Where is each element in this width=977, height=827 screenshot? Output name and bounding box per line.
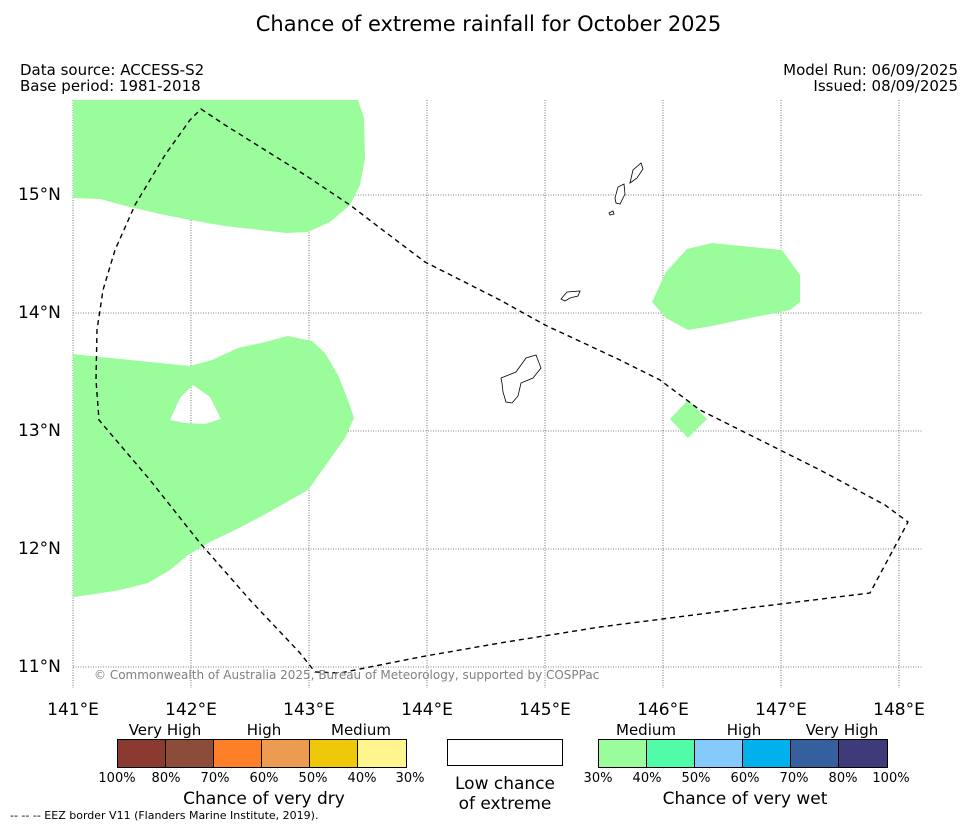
wet-medium-areas bbox=[73, 100, 800, 597]
data-source-text: Data source: ACCESS-S2 bbox=[20, 61, 205, 79]
x-tick-148e: 148°E bbox=[873, 700, 925, 720]
wet-swatch-30-40 bbox=[599, 740, 647, 767]
dry-category-medium: Medium bbox=[331, 721, 391, 739]
dry-pct-label: 30% bbox=[395, 771, 425, 786]
dry-swatch-100-80 bbox=[118, 740, 166, 767]
dry-category-very-high: Very High bbox=[128, 721, 202, 739]
x-tick-141e: 141°E bbox=[47, 700, 99, 720]
dry-swatch-60-50 bbox=[262, 740, 310, 767]
x-tick-145e: 145°E bbox=[519, 700, 571, 720]
wet-legend-title: Chance of very wet bbox=[662, 789, 828, 809]
wet-swatch-60-70 bbox=[743, 740, 791, 767]
dry-pct-label: 100% bbox=[98, 771, 136, 786]
y-tick-12n: 12°N bbox=[18, 539, 61, 559]
island-guam bbox=[500, 354, 542, 404]
wet-pct-label: 50% bbox=[681, 771, 711, 786]
wet-pct-label: 100% bbox=[872, 771, 910, 786]
model-run-text: Model Run: 06/09/2025 bbox=[783, 61, 958, 79]
islands bbox=[500, 162, 644, 404]
wet-pct-label: 80% bbox=[828, 771, 858, 786]
dry-category-high: High bbox=[246, 721, 282, 739]
dry-legend-title: Chance of very dry bbox=[183, 789, 345, 809]
wet-pct-label: 60% bbox=[730, 771, 760, 786]
dry-pct-label: 60% bbox=[249, 771, 279, 786]
wet-swatch-40-50 bbox=[647, 740, 695, 767]
dry-color-bar bbox=[117, 739, 407, 768]
x-tick-144e: 144°E bbox=[401, 700, 453, 720]
wet-swatch-70-80 bbox=[791, 740, 839, 767]
dry-swatch-80-70 bbox=[166, 740, 214, 767]
issued-text: Issued: 08/09/2025 bbox=[813, 77, 958, 95]
x-tick-142e: 142°E bbox=[165, 700, 217, 720]
dry-swatch-70-60 bbox=[214, 740, 262, 767]
wet-category-very-high: Very High bbox=[805, 721, 879, 739]
wet-swatch-50-60 bbox=[695, 740, 743, 767]
wet-category-medium: Medium bbox=[616, 721, 676, 739]
x-tick-147e: 147°E bbox=[755, 700, 807, 720]
dry-swatch-40-30 bbox=[358, 740, 406, 767]
wet-category-high: High bbox=[726, 721, 762, 739]
dry-pct-label: 80% bbox=[151, 771, 181, 786]
island-tinian bbox=[614, 183, 626, 205]
low-chance-line-1: Low chance bbox=[455, 774, 555, 794]
base-period-text: Base period: 1981-2018 bbox=[20, 77, 201, 95]
dry-swatch-50-40 bbox=[310, 740, 358, 767]
copyright-notice: © Commonwealth of Australia 2025, Bureau… bbox=[94, 668, 600, 682]
eez-footnote: -- -- -- EEZ border V11 (Flanders Marine… bbox=[10, 809, 319, 822]
wet-area-east bbox=[652, 243, 800, 330]
y-tick-11n: 11°N bbox=[18, 657, 61, 677]
wet-area-small bbox=[670, 400, 707, 438]
dry-pct-label: 40% bbox=[347, 771, 377, 786]
map-title: Chance of extreme rainfall for October 2… bbox=[255, 12, 722, 36]
wet-pct-label: 30% bbox=[583, 771, 613, 786]
x-tick-146e: 146°E bbox=[637, 700, 689, 720]
eez-border-line bbox=[95, 108, 909, 674]
low-chance-swatch bbox=[447, 739, 563, 766]
low-chance-line-2: of extreme bbox=[458, 794, 552, 814]
wet-color-bar bbox=[598, 739, 888, 768]
y-tick-13n: 13°N bbox=[18, 421, 61, 441]
wet-pct-label: 40% bbox=[632, 771, 662, 786]
wet-area-west bbox=[73, 336, 354, 597]
y-tick-15n: 15°N bbox=[18, 185, 61, 205]
data-source-info: Data source: ACCESS-S2 Base period: 1981… bbox=[20, 62, 204, 94]
wet-swatch-80-100 bbox=[839, 740, 887, 767]
wet-area-north-west bbox=[73, 100, 365, 233]
island-rota bbox=[560, 290, 581, 302]
y-tick-14n: 14°N bbox=[18, 303, 61, 323]
island-aguijan bbox=[608, 210, 615, 216]
x-tick-143e: 143°E bbox=[283, 700, 335, 720]
model-run-info: Model Run: 06/09/2025 Issued: 08/09/2025 bbox=[783, 62, 958, 94]
low-chance-label: Low chance of extreme bbox=[455, 774, 555, 814]
dry-pct-label: 50% bbox=[298, 771, 328, 786]
island-saipan bbox=[629, 162, 644, 184]
dry-pct-label: 70% bbox=[200, 771, 230, 786]
wet-pct-label: 70% bbox=[779, 771, 809, 786]
